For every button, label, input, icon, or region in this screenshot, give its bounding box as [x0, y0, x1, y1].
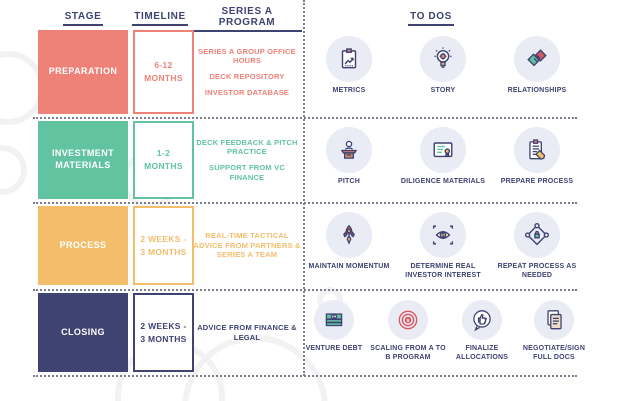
stage-cell-process: PROCESS: [38, 206, 128, 285]
row-divider: [33, 375, 577, 377]
timeline-cell-closing: 2 WEEKS - 3 MONTHS: [133, 293, 194, 372]
todo-label: SCALING FROM A TO B PROGRAM: [370, 345, 446, 361]
documents-icon: [534, 300, 574, 340]
todo-label: NEGOTIATE/SIGN FULL DOCS: [522, 345, 586, 361]
todos-row-process: MAINTAIN MOMENTUM $ DETERMINE REAL INVES…: [302, 212, 584, 281]
todo-label: PREPARE PROCESS: [500, 178, 574, 185]
story-icon: [420, 36, 466, 82]
program-cell-investment-materials: DECK FEEDBACK & PITCH PRACTICE SUPPORT F…: [196, 137, 298, 182]
todo-story: STORY: [397, 36, 489, 96]
column-header-stage: STAGE: [38, 6, 128, 26]
todo-label: MAINTAIN MOMENTUM: [308, 263, 390, 270]
todo-diligence-materials: DILIGENCE MATERIALS: [397, 127, 489, 187]
todo-label: DETERMINE REAL INVESTOR INTEREST: [405, 263, 481, 279]
todos-row-investment-materials: PITCH DILIGENCE MATERIALS: [302, 127, 584, 187]
column-header-program: SERIES A PROGRAM: [192, 6, 302, 32]
row-divider: [33, 202, 577, 204]
todo-label: REPEAT PROCESS AS NEEDED: [497, 263, 577, 279]
todo-label: STORY: [430, 87, 456, 94]
todos-row-closing: $ VENTURE DEBT $ SCALING FROM A TO B PRO…: [298, 300, 590, 363]
stage-cell-investment-materials: INVESTMENT MATERIALS: [38, 121, 128, 199]
thumbs-up-icon: [462, 300, 502, 340]
relationships-icon: [514, 36, 560, 82]
timeline-cell-investment-materials: 1-2 MONTHS: [133, 121, 194, 199]
venture-debt-icon: $: [314, 300, 354, 340]
todo-pitch: PITCH: [303, 127, 395, 187]
row-divider: [33, 117, 577, 119]
svg-text:$: $: [442, 233, 445, 239]
svg-text:$: $: [407, 318, 410, 324]
rocket-icon: [326, 212, 372, 258]
stage-cell-preparation: PREPARATION: [38, 30, 128, 114]
scaling-target-icon: $: [388, 300, 428, 340]
todo-label: FINALIZE ALLOCATIONS: [455, 345, 509, 361]
todo-label: VENTURE DEBT: [305, 345, 363, 352]
todo-prepare-process: PREPARE PROCESS: [491, 127, 583, 187]
todo-determine-real-investor-interest: $ DETERMINE REAL INVESTOR INTEREST: [397, 212, 489, 281]
repeat-process-icon: [514, 212, 560, 258]
todos-row-preparation: METRICS STORY: [302, 36, 584, 96]
pitch-icon: [326, 127, 372, 173]
program-cell-process: REAL-TIME TACTICAL ADVICE FROM PARTNERS …: [193, 230, 301, 260]
column-header-todos: TO DOS: [306, 6, 556, 26]
todo-metrics: METRICS: [303, 36, 395, 96]
todo-finalize-allocations: FINALIZE ALLOCATIONS: [446, 300, 518, 363]
svg-text:$: $: [333, 314, 336, 319]
investor-interest-icon: $: [420, 212, 466, 258]
timeline-cell-preparation: 6-12 MONTHS: [133, 30, 194, 114]
column-header-timeline: TIMELINE: [130, 6, 190, 26]
todo-label: DILIGENCE MATERIALS: [400, 178, 486, 185]
todo-label: RELATIONSHIPS: [507, 87, 567, 94]
program-cell-preparation: SERIES A GROUP OFFICE HOURS DECK REPOSIT…: [198, 46, 296, 97]
timeline-cell-process: 2 WEEKS - 3 MONTHS: [133, 206, 194, 285]
todo-negotiate-sign-docs: NEGOTIATE/SIGN FULL DOCS: [518, 300, 590, 363]
todo-scaling-a-to-b: $ SCALING FROM A TO B PROGRAM: [370, 300, 446, 363]
diligence-materials-icon: [420, 127, 466, 173]
todo-relationships: RELATIONSHIPS: [491, 36, 583, 96]
todo-label: METRICS: [332, 87, 366, 94]
row-divider: [33, 289, 577, 291]
todo-venture-debt: $ VENTURE DEBT: [298, 300, 370, 354]
metrics-icon: [326, 36, 372, 82]
program-cell-closing: ADVICE FROM FINANCE & LEGAL: [197, 322, 297, 342]
stage-cell-closing: CLOSING: [38, 293, 128, 372]
todo-maintain-momentum: MAINTAIN MOMENTUM: [303, 212, 395, 272]
todo-repeat-process: REPEAT PROCESS AS NEEDED: [491, 212, 583, 281]
column-divider: [303, 0, 305, 376]
todo-label: PITCH: [338, 178, 360, 185]
prepare-process-icon: [514, 127, 560, 173]
